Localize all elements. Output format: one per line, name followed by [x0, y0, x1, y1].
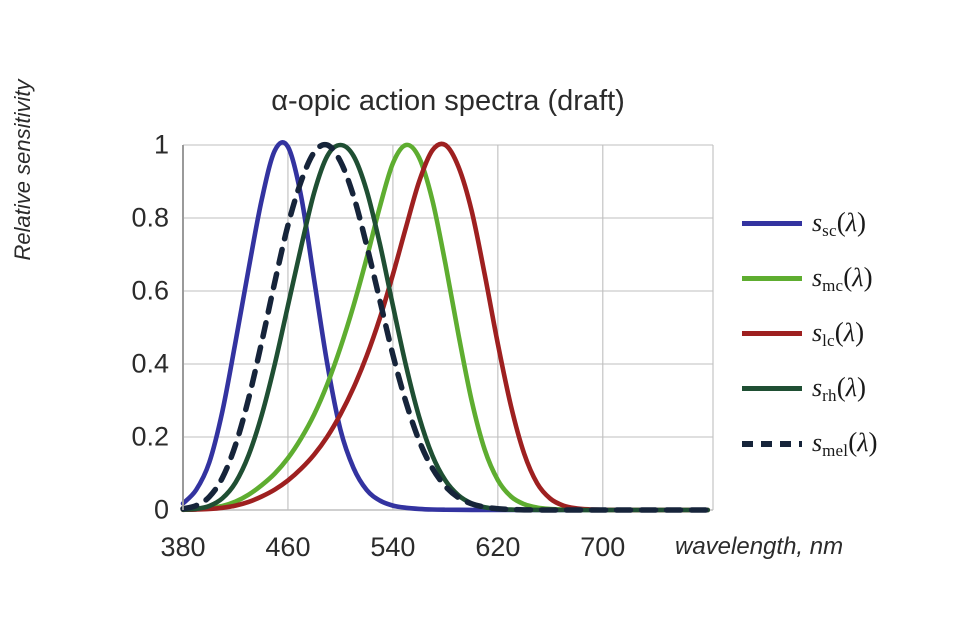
plot-area: 0 0.2 0.4 0.6 0.8 1 380 460 540 620 700 — [131, 130, 714, 562]
curve-group — [180, 140, 711, 513]
legend-label-mc: smc(λ) — [812, 261, 873, 295]
x-tick-label: 700 — [580, 532, 626, 562]
legend-swatch-mel — [742, 440, 802, 447]
legend-swatch-lc — [742, 331, 802, 336]
plot-svg — [180, 140, 714, 513]
y-tick-label: 0.4 — [131, 348, 169, 379]
legend-label-mel: smel(λ) — [812, 426, 878, 460]
legend-swatch-rh — [742, 386, 802, 391]
x-tick-label: 380 — [160, 532, 206, 562]
chart-legend: ssc(λ) smc(λ) slc(λ) srh(λ) smel(λ) — [742, 196, 942, 471]
legend-label-sc: ssc(λ) — [812, 206, 866, 240]
legend-item-lc[interactable]: slc(λ) — [742, 306, 942, 361]
axis-lines — [182, 145, 714, 510]
x-tick-label: 540 — [370, 532, 416, 562]
chart-title: α-opic action spectra (draft) — [271, 85, 625, 117]
y-tick-label: 0.6 — [131, 275, 169, 306]
x-tick-label: 620 — [475, 532, 521, 562]
y-tick-label: 0.2 — [131, 421, 169, 452]
legend-label-lc: slc(λ) — [812, 316, 865, 350]
legend-item-mc[interactable]: smc(λ) — [742, 251, 942, 306]
curve-mel — [180, 141, 711, 513]
curve-sc — [180, 140, 711, 513]
legend-label-rh: srh(λ) — [812, 371, 866, 405]
y-tick-label: 0.8 — [131, 202, 169, 233]
x-axis-title: wavelength, nm — [675, 533, 844, 560]
legend-item-rh[interactable]: srh(λ) — [742, 361, 942, 416]
y-tick-label: 1 — [153, 129, 169, 160]
legend-swatch-sc — [742, 221, 802, 226]
legend-item-mel[interactable]: smel(λ) — [742, 416, 942, 471]
y-axis-title: Relative sensitivity — [10, 79, 35, 261]
x-tick-label: 460 — [265, 532, 311, 562]
y-tick-label: 0 — [153, 494, 169, 525]
legend-item-sc[interactable]: ssc(λ) — [742, 196, 942, 251]
legend-swatch-mc — [742, 276, 802, 281]
